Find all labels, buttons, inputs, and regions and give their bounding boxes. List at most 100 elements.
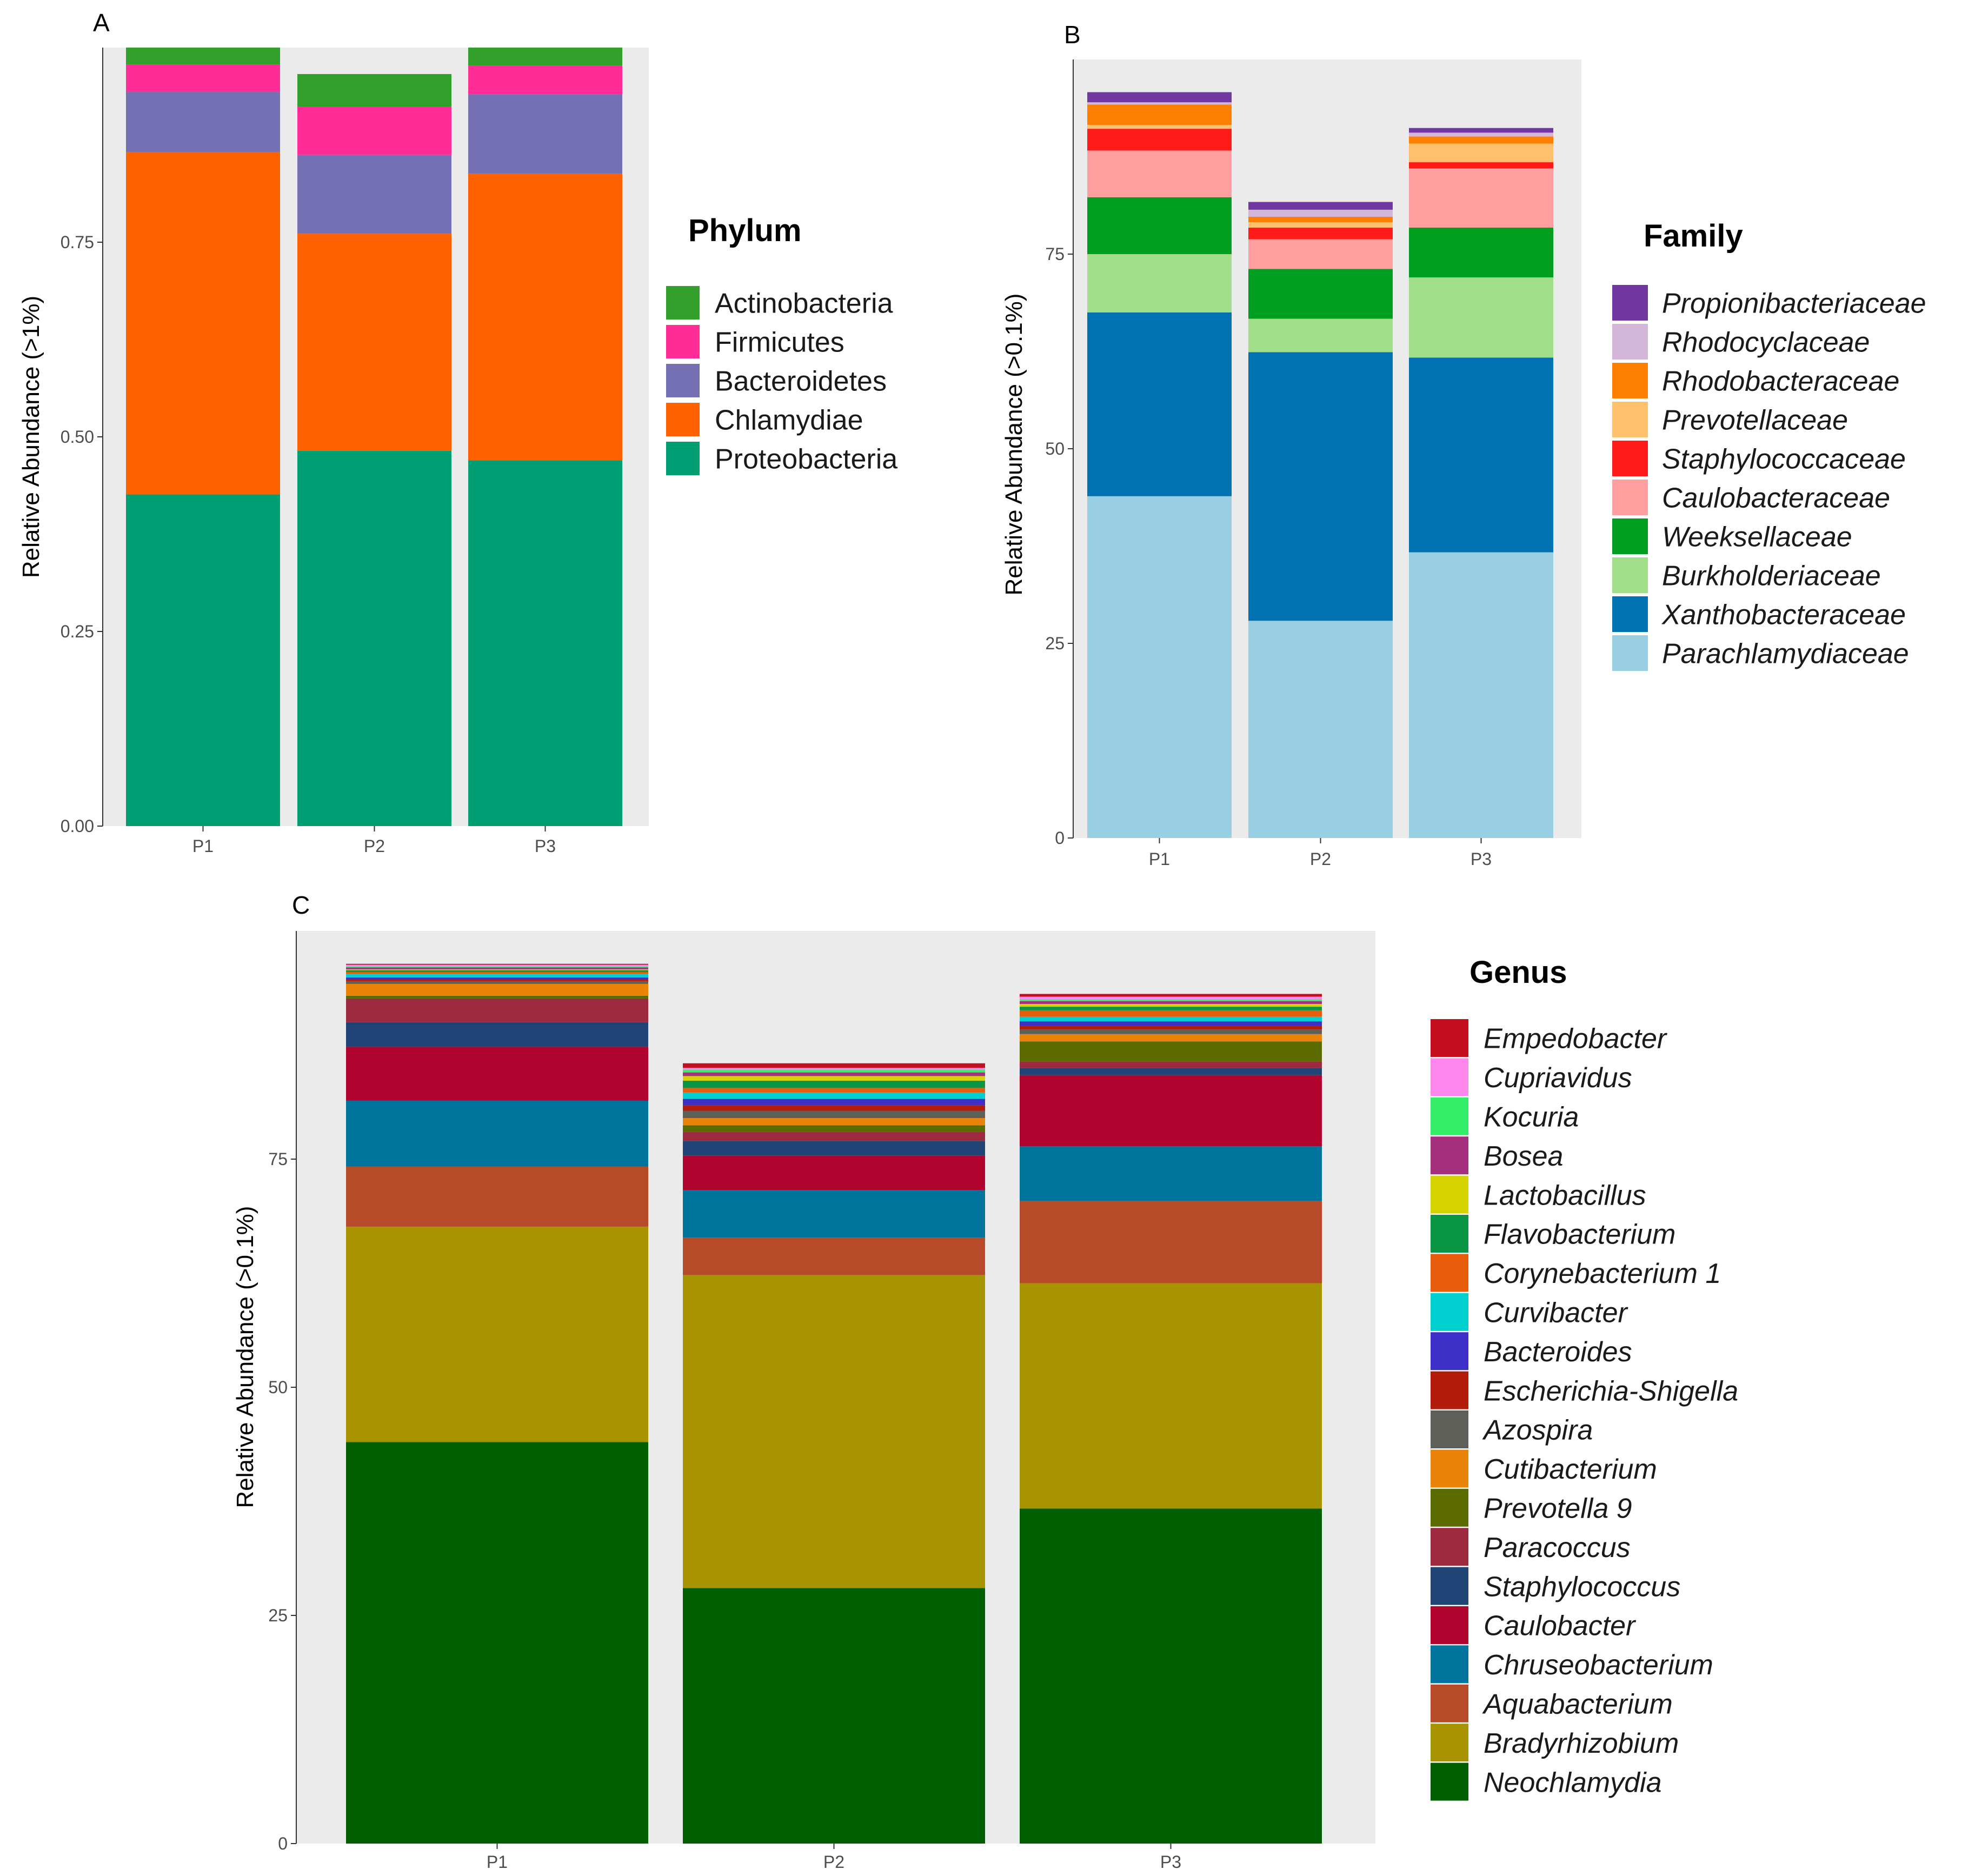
panel-b-bar-p3-xanthobacteraceae xyxy=(1409,357,1553,553)
panel-c-legend-label: Azospira xyxy=(1482,1415,1593,1446)
panel-b-bar-p1-propionibacteriaceae xyxy=(1087,92,1232,103)
panel-b-bar-p2-xanthobacteraceae xyxy=(1248,352,1393,621)
panel-c-legend-label: Paracoccus xyxy=(1484,1532,1631,1564)
panel-b-legend-key xyxy=(1612,480,1648,515)
panel-a-bar-p3-chlamydiae xyxy=(468,174,622,461)
panel-c-legend-label: Curvibacter xyxy=(1484,1298,1629,1329)
panel-c-legend-key xyxy=(1431,1449,1468,1488)
panel-c-legend-label: Empedobacter xyxy=(1484,1023,1668,1055)
panel-c-legend-key xyxy=(1431,1411,1468,1448)
panel-a-legend-label: Bacteroidetes xyxy=(715,366,887,397)
panel-b-legend-key xyxy=(1612,324,1648,360)
panel-c-bar-p1-cupriavidus xyxy=(346,964,648,967)
panel-c-bar-p1-empedobacter xyxy=(346,963,648,965)
panel-c-bar-p2-azospira xyxy=(683,1110,985,1119)
panel-a-letter: A xyxy=(93,9,110,37)
panel-c-legend-title: Genus xyxy=(1469,955,1567,990)
panel-b-bar-p1-rhodocyclaceae xyxy=(1087,102,1232,105)
panel-c-bar-p2-prevotella-9 xyxy=(683,1125,985,1132)
panel-a-legend: Phylum Actinobacteria Firmicutes Bacteroide… xyxy=(666,213,897,475)
panel-b-legend-label: Propionibacteriaceae xyxy=(1662,288,1926,320)
panel-c-bar-p3-cupriavidus xyxy=(1020,996,1322,1000)
panel-c-bar-p3-corynebacterium-1 xyxy=(1020,1010,1322,1017)
panel-a-bar-p3-firmicutes xyxy=(468,65,622,95)
panel-c-legend-key xyxy=(1431,1175,1468,1214)
panel-b-legend-label: Weeksellaceae xyxy=(1662,522,1852,553)
panel-c-bar-p3-lactobacillus xyxy=(1020,1004,1322,1007)
panel-b-bar-p1-xanthobacteraceae xyxy=(1087,312,1232,496)
panel-c-bar-p1-neochlamydia xyxy=(346,1442,648,1844)
panel-c-bar-p1-bacteroides xyxy=(346,977,648,980)
panel-c-legend-label: Escherichia-Shigella xyxy=(1484,1375,1738,1407)
panel-b-bar-p3-burkholderiaceae xyxy=(1409,277,1553,358)
panel-b-legend-label: Prevotellaceae xyxy=(1662,405,1848,436)
panel-c-legend-label: Corynebacterium 1 xyxy=(1484,1258,1721,1289)
panel-c-bar-p3-flavobacterium xyxy=(1020,1007,1322,1010)
panel-c-bar-p2-lactobacillus xyxy=(683,1076,985,1081)
panel-a-bar-p1-firmicutes xyxy=(126,64,280,92)
panel-c-bar-p1-flavobacterium xyxy=(346,970,648,972)
panel-c-bar-p1-aquabacterium xyxy=(346,1166,648,1227)
panel-a-bar-p2-proteobacteria xyxy=(297,450,451,826)
panel-c-legend-key xyxy=(1431,1332,1468,1371)
panel-b-legend-label: Burkholderiaceae xyxy=(1662,561,1881,592)
panel-b-bar-p3-parachlamydiaceae xyxy=(1409,552,1553,838)
panel-b-bar-p2-parachlamydiaceae xyxy=(1248,621,1393,838)
panel-c-bar-p1-chruseobacterium xyxy=(346,1100,648,1167)
panel-b-y-tick-label: 75 xyxy=(1045,244,1065,264)
panel-b-bar-p1-weeksellaceae xyxy=(1087,197,1232,254)
panel-c-bar-p1-kocuria xyxy=(346,966,648,968)
panel-c-legend-label: Staphylococcus xyxy=(1484,1571,1680,1602)
panel-c-bar-p3-curvibacter xyxy=(1020,1016,1322,1022)
panel-c-bar-p2-bacteroides xyxy=(683,1099,985,1106)
panel-b-x-tick-label: P3 xyxy=(1471,849,1492,869)
panel-b-bar-p3-rhodocyclaceae xyxy=(1409,132,1553,137)
panel-c-bar-p3-paracoccus xyxy=(1020,1061,1322,1068)
panel-c-bar-p2-bosea xyxy=(683,1072,985,1076)
panel-c-bar-p3-bradyrhizobium xyxy=(1020,1283,1322,1509)
panel-a-legend-label: Proteobacteria xyxy=(715,444,897,475)
panel-c-legend: Genus Empedobacter Cupriavidus Kocuria Bosea… xyxy=(1431,955,1738,1801)
panel-b-bar-p2-caulobacteraceae xyxy=(1248,239,1393,269)
panel-c-bar-p3-cutibacterium xyxy=(1020,1034,1322,1042)
panel-a-legend-title: Phylum xyxy=(688,213,802,248)
panel-b-legend-key xyxy=(1612,557,1648,593)
panel-c-legend-label: Bosea xyxy=(1484,1141,1563,1172)
panel-c-x-tick-label: P3 xyxy=(1160,1852,1181,1872)
panel-c-bar-p3-azospira xyxy=(1020,1029,1322,1034)
panel-a-bar-p3-proteobacteria xyxy=(468,460,622,826)
panel-c-bar-p1-azospira xyxy=(346,981,648,984)
panel-b-bar-p3-weeksellaceae xyxy=(1409,228,1553,278)
panel-b-y-tick-label: 25 xyxy=(1045,634,1065,653)
panel-c-bar-p3-kocuria xyxy=(1020,999,1322,1001)
panel-b-bar-p3-staphylococcaceae xyxy=(1409,162,1553,169)
panel-b-bar-p1-burkholderiaceae xyxy=(1087,254,1232,312)
panel-c-bar-p3-chruseobacterium xyxy=(1020,1146,1322,1201)
panel-c-legend-label: Prevotella 9 xyxy=(1484,1493,1632,1525)
panel-c-bar-p2-paracoccus xyxy=(683,1132,985,1141)
panel-a-legend-key xyxy=(666,442,700,475)
panel-c-bar-p3-aquabacterium xyxy=(1020,1201,1322,1283)
panel-c-legend-key xyxy=(1431,1371,1468,1409)
panel-a-bar-p1-proteobacteria xyxy=(126,494,280,826)
panel-c-bar-p1-curvibacter xyxy=(346,974,648,978)
panel-a-bar-p1-actinobacteria xyxy=(126,48,280,65)
panel-a-legend-key xyxy=(666,403,700,436)
panel-c-bar-p2-curvibacter xyxy=(683,1092,985,1099)
panel-a-y-tick-label: 0.75 xyxy=(61,232,94,252)
panel-a-bar-p1-chlamydiae xyxy=(126,151,280,495)
panel-a-legend-key xyxy=(666,325,700,358)
panel-a-y-tick-label: 0.25 xyxy=(61,622,94,641)
panel-c-legend-key xyxy=(1431,1488,1468,1527)
panel-c-legend-key xyxy=(1431,1645,1468,1684)
panel-b-x-tick-label: P2 xyxy=(1310,849,1331,869)
panel-b-bar-p2-prevotellaceae xyxy=(1248,222,1393,228)
panel-c-legend-label: Kocuria xyxy=(1484,1102,1579,1133)
panel-c-legend-key xyxy=(1431,1762,1468,1801)
panel-a-x-tick-label: P3 xyxy=(535,836,556,856)
panel-a-legend-key xyxy=(666,286,700,320)
panel-c-x-tick-label: P1 xyxy=(487,1852,508,1872)
panel-b-legend-title: Family xyxy=(1644,218,1743,254)
panel-c-bar-p3-caulobacter xyxy=(1020,1075,1322,1147)
panel-b-legend-key xyxy=(1612,518,1648,554)
